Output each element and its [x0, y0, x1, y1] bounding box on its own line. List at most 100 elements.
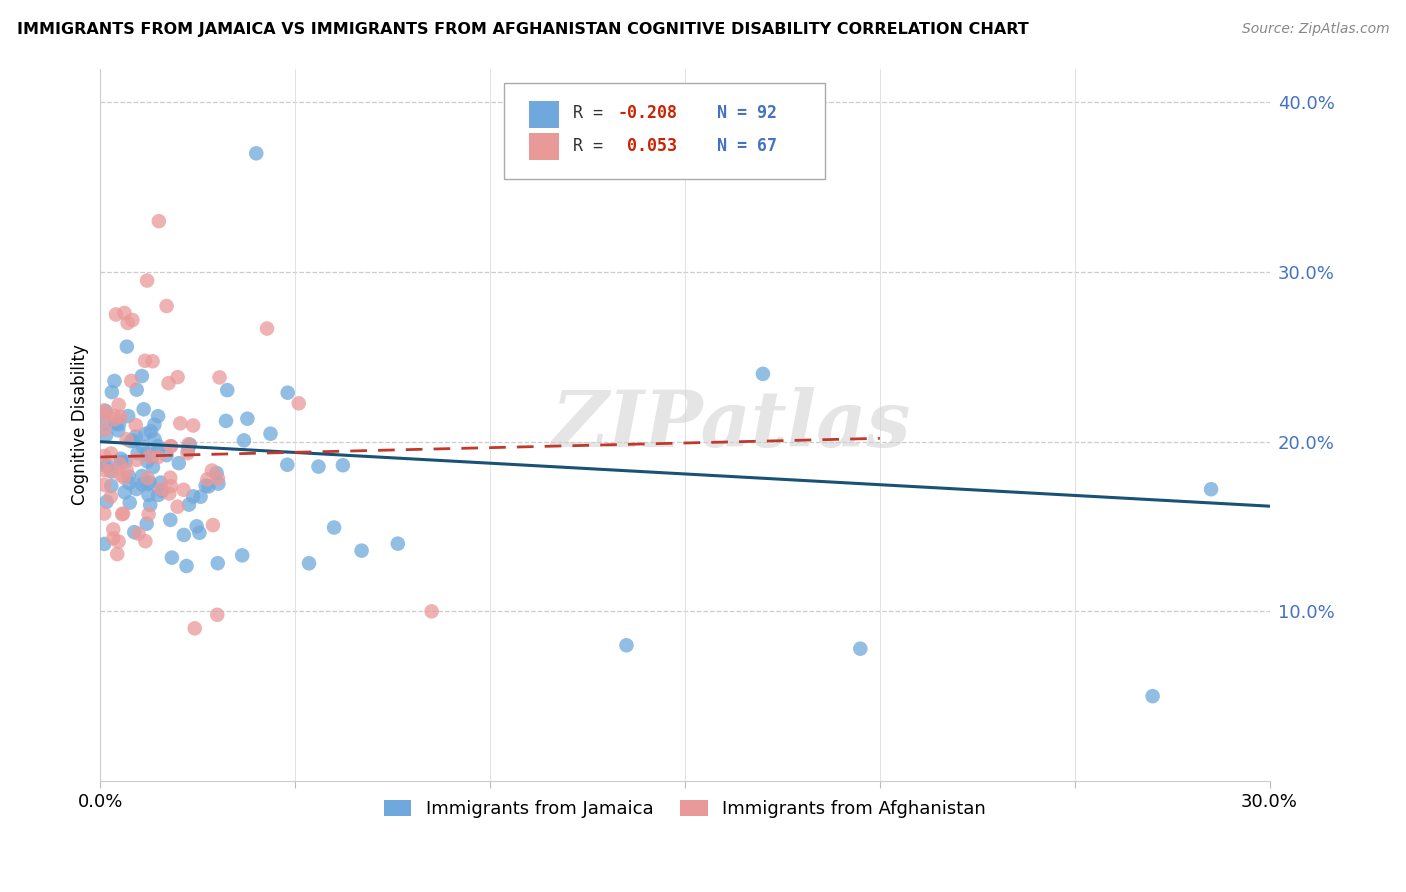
Point — [146, 409, 169, 424]
Point — [134, 426, 156, 441]
Point — [148, 488, 170, 502]
Point — [231, 549, 253, 563]
Point — [110, 455, 132, 469]
Point — [166, 500, 188, 514]
Point — [236, 411, 259, 425]
Point — [186, 519, 208, 533]
Point — [131, 369, 153, 384]
Point — [104, 417, 127, 431]
Point — [207, 471, 229, 485]
Point — [112, 470, 135, 484]
Point — [115, 432, 138, 446]
Text: ZIPatlas: ZIPatlas — [553, 386, 911, 463]
Point — [138, 488, 160, 502]
Point — [197, 479, 219, 493]
Point — [107, 398, 129, 412]
Point — [93, 409, 115, 423]
Text: R =: R = — [572, 103, 613, 121]
Point — [94, 423, 117, 437]
Point — [125, 482, 148, 496]
Text: N = 92: N = 92 — [717, 103, 776, 121]
Point — [96, 495, 118, 509]
Point — [245, 146, 267, 161]
Point — [125, 418, 148, 433]
Point — [93, 463, 115, 477]
Point — [139, 425, 162, 439]
Point — [1199, 482, 1222, 496]
Point — [138, 450, 160, 464]
Point — [146, 450, 169, 465]
Point — [122, 434, 145, 448]
Point — [98, 464, 121, 478]
Point — [96, 428, 118, 442]
Point — [215, 414, 238, 428]
Point — [132, 440, 155, 454]
Point — [108, 417, 131, 432]
Text: Source: ZipAtlas.com: Source: ZipAtlas.com — [1241, 22, 1389, 37]
Point — [207, 607, 229, 622]
Point — [118, 495, 141, 509]
Point — [93, 458, 115, 472]
Point — [155, 299, 177, 313]
Point — [120, 374, 142, 388]
Point — [201, 518, 224, 533]
Text: -0.208: -0.208 — [617, 103, 678, 121]
Point — [138, 475, 160, 490]
Point — [93, 477, 115, 491]
Point — [143, 417, 166, 432]
Y-axis label: Cognitive Disability: Cognitive Disability — [72, 344, 89, 505]
Point — [104, 412, 127, 426]
Point — [143, 432, 166, 446]
Point — [115, 340, 138, 354]
Point — [157, 376, 180, 391]
Point — [150, 482, 173, 496]
Point — [177, 498, 200, 512]
Point — [157, 486, 180, 500]
Point — [259, 426, 281, 441]
Point — [100, 446, 122, 460]
Point — [100, 465, 122, 479]
Point — [103, 409, 125, 423]
Point — [136, 477, 159, 491]
Point — [114, 485, 136, 500]
Point — [232, 434, 254, 448]
Point — [94, 404, 117, 418]
Point — [207, 476, 229, 491]
Point — [256, 321, 278, 335]
Point — [159, 439, 181, 453]
Point — [208, 370, 231, 384]
Point — [160, 479, 183, 493]
FancyBboxPatch shape — [503, 83, 825, 179]
Legend: Immigrants from Jamaica, Immigrants from Afghanistan: Immigrants from Jamaica, Immigrants from… — [377, 793, 993, 825]
Point — [150, 483, 173, 498]
Point — [201, 464, 224, 478]
Point — [110, 451, 132, 466]
Point — [205, 466, 228, 480]
Point — [173, 528, 195, 542]
Point — [125, 453, 148, 467]
Point — [100, 479, 122, 493]
Point — [323, 520, 346, 534]
Point — [159, 471, 181, 485]
Point — [125, 383, 148, 397]
Point — [188, 525, 211, 540]
Point — [146, 439, 169, 453]
Point — [167, 456, 190, 470]
Point — [177, 437, 200, 451]
Point — [132, 402, 155, 417]
Point — [121, 313, 143, 327]
Point — [1142, 689, 1164, 703]
Point — [108, 457, 131, 471]
Point — [101, 385, 124, 400]
Point — [93, 507, 115, 521]
Point — [166, 370, 188, 384]
Point — [117, 316, 139, 330]
Text: IMMIGRANTS FROM JAMAICA VS IMMIGRANTS FROM AFGHANISTAN COGNITIVE DISABILITY CORR: IMMIGRANTS FROM JAMAICA VS IMMIGRANTS FR… — [17, 22, 1029, 37]
Point — [127, 446, 149, 460]
Point — [752, 367, 775, 381]
FancyBboxPatch shape — [530, 101, 558, 128]
Point — [277, 385, 299, 400]
Point — [125, 429, 148, 443]
Point — [160, 550, 183, 565]
Point — [142, 460, 165, 475]
